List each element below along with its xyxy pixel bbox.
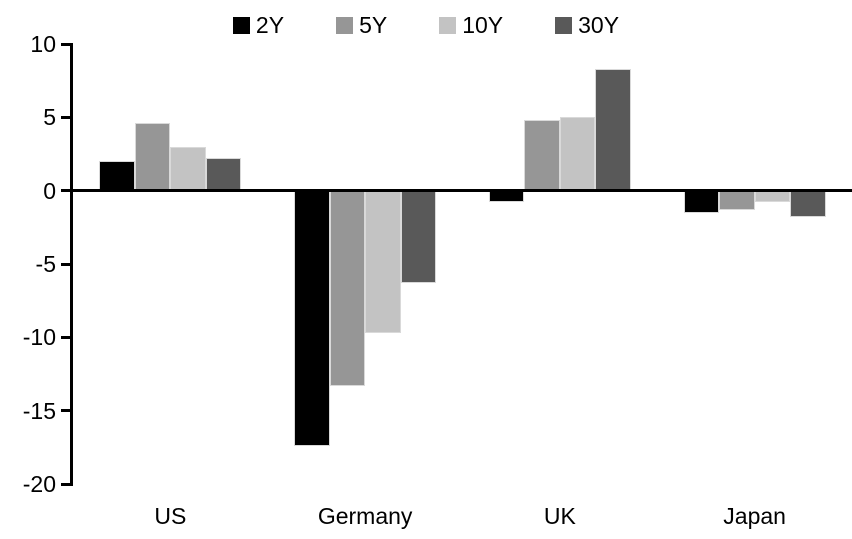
legend-label-10Y: 10Y	[462, 11, 504, 38]
bar-UK-2Y	[488, 190, 525, 203]
legend-swatch-10Y	[439, 16, 457, 34]
bar-Japan-10Y	[754, 190, 791, 203]
legend-label-5Y: 5Y	[359, 11, 388, 38]
bar-Japan-5Y	[719, 190, 755, 210]
legend-item-2Y: 2Y	[232, 11, 285, 38]
legend-label-2Y: 2Y	[255, 11, 285, 38]
chart-legend: 2Y 5Y 10Y 30Y	[0, 8, 852, 42]
bar-UK-5Y	[524, 120, 560, 191]
y-tick--15	[61, 409, 70, 413]
bar-Germany-2Y	[294, 190, 330, 446]
y-tick-0	[61, 189, 70, 193]
y-tick-label--20: -20	[22, 471, 56, 497]
y-tick-label--10: -10	[22, 324, 56, 351]
y-tick--5	[61, 262, 70, 266]
y-tick-label-10: 10	[30, 31, 56, 57]
bar-UK-10Y	[559, 117, 596, 191]
y-tick--10	[61, 335, 70, 339]
bar-Germany-5Y	[329, 190, 366, 386]
y-tick--20	[61, 482, 70, 486]
legend-item-30Y: 30Y	[555, 11, 620, 38]
legend-swatch-30Y	[555, 16, 573, 34]
y-tick-5	[61, 115, 70, 119]
x-label-Germany: Germany	[317, 503, 413, 529]
bar-US-2Y	[99, 161, 135, 191]
bar-Japan-2Y	[683, 190, 720, 213]
y-tick-10	[61, 42, 70, 46]
y-tick-label-5: 5	[43, 104, 56, 131]
legend-item-5Y: 5Y	[336, 11, 388, 38]
y-tick-label-0: 0	[43, 177, 56, 204]
legend-swatch-5Y	[336, 16, 354, 34]
bar-Germany-30Y	[400, 190, 437, 284]
bar-Japan-30Y	[790, 190, 826, 218]
legend-swatch-2Y	[232, 16, 250, 34]
x-label-Japan: Japan	[723, 503, 786, 529]
y-axis-line	[70, 42, 73, 486]
bar-Germany-10Y	[365, 190, 401, 333]
legend-label-30Y: 30Y	[578, 11, 620, 38]
x-label-US: US	[154, 503, 187, 529]
bar-US-10Y	[170, 146, 206, 191]
zero-line	[70, 189, 852, 193]
bar-US-30Y	[205, 158, 242, 191]
y-tick-label--5: -5	[35, 251, 56, 277]
legend-item-10Y: 10Y	[439, 11, 504, 38]
x-label-UK: UK	[543, 503, 576, 529]
y-tick-label--15: -15	[22, 397, 56, 424]
bar-US-5Y	[134, 123, 171, 191]
bar-UK-30Y	[595, 68, 631, 191]
